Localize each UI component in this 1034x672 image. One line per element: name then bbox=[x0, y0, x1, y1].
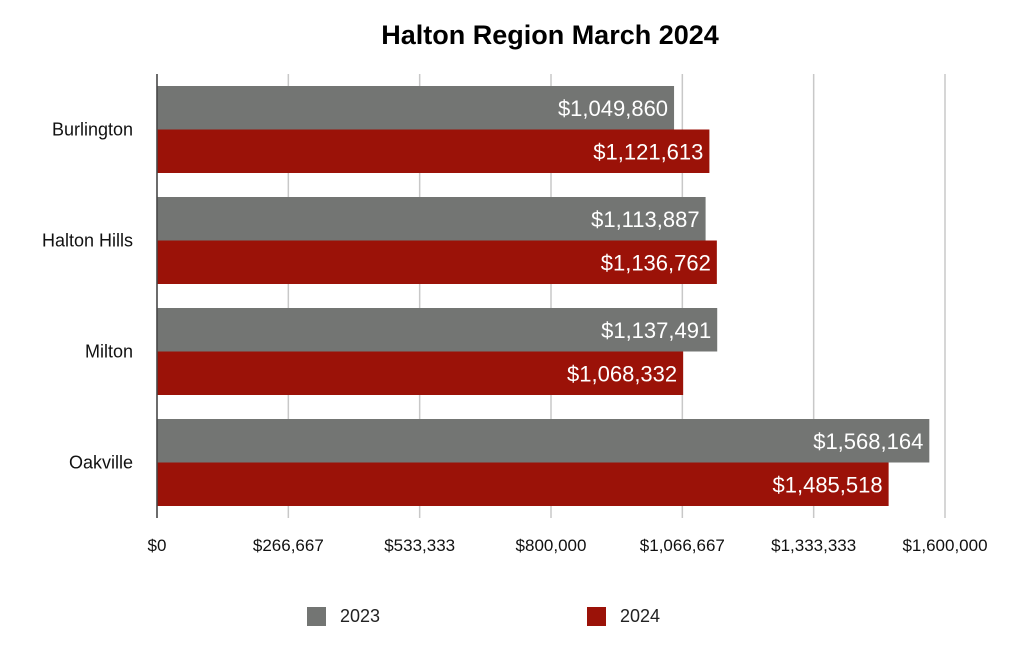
bar-2023-halton-hills bbox=[157, 197, 706, 241]
x-tick-label: $533,333 bbox=[384, 536, 455, 555]
x-tick-label: $800,000 bbox=[516, 536, 587, 555]
x-tick-label: $1,066,667 bbox=[640, 536, 725, 555]
data-label: $1,568,164 bbox=[813, 429, 923, 454]
x-tick-label: $266,667 bbox=[253, 536, 324, 555]
category-label: Oakville bbox=[69, 453, 133, 473]
bar-2024-milton bbox=[157, 351, 684, 395]
x-tick-label: $1,600,000 bbox=[902, 536, 987, 555]
data-label: $1,137,491 bbox=[601, 318, 711, 343]
bar-2024-oakville bbox=[157, 462, 889, 506]
data-label: $1,121,613 bbox=[593, 139, 703, 164]
legend-item-2023: 2023 bbox=[307, 606, 380, 627]
category-label: Milton bbox=[85, 342, 133, 362]
x-tick-label: $0 bbox=[148, 536, 167, 555]
legend-label-2023: 2023 bbox=[340, 606, 381, 626]
x-tick-label: $1,333,333 bbox=[771, 536, 856, 555]
bar-2023-oakville bbox=[157, 419, 930, 463]
bar-2023-burlington bbox=[157, 86, 675, 130]
legend-swatch-2024 bbox=[587, 607, 606, 626]
bar-2024-burlington bbox=[157, 129, 710, 173]
category-label: Burlington bbox=[52, 120, 133, 140]
chart-title: Halton Region March 2024 bbox=[381, 20, 719, 50]
legend-label-2024: 2024 bbox=[620, 606, 661, 626]
data-label: $1,049,860 bbox=[558, 96, 668, 121]
bar-2024-halton-hills bbox=[157, 240, 717, 284]
bar-2023-milton bbox=[157, 308, 718, 352]
data-label: $1,113,887 bbox=[591, 207, 699, 232]
data-label: $1,485,518 bbox=[773, 472, 883, 497]
data-label: $1,068,332 bbox=[567, 361, 677, 386]
legend-item-2024: 2024 bbox=[587, 606, 660, 627]
data-label: $1,136,762 bbox=[601, 250, 711, 275]
data-labels: $1,049,860 $1,121,613 $1,113,887 $1,136,762… bbox=[558, 96, 923, 498]
axes: $0 $266,667 $533,333 $800,000 $1,066,667 $1,3… bbox=[42, 74, 988, 555]
bars bbox=[157, 86, 930, 506]
category-label: Halton Hills bbox=[42, 231, 133, 251]
legend-swatch-2023 bbox=[307, 607, 326, 626]
